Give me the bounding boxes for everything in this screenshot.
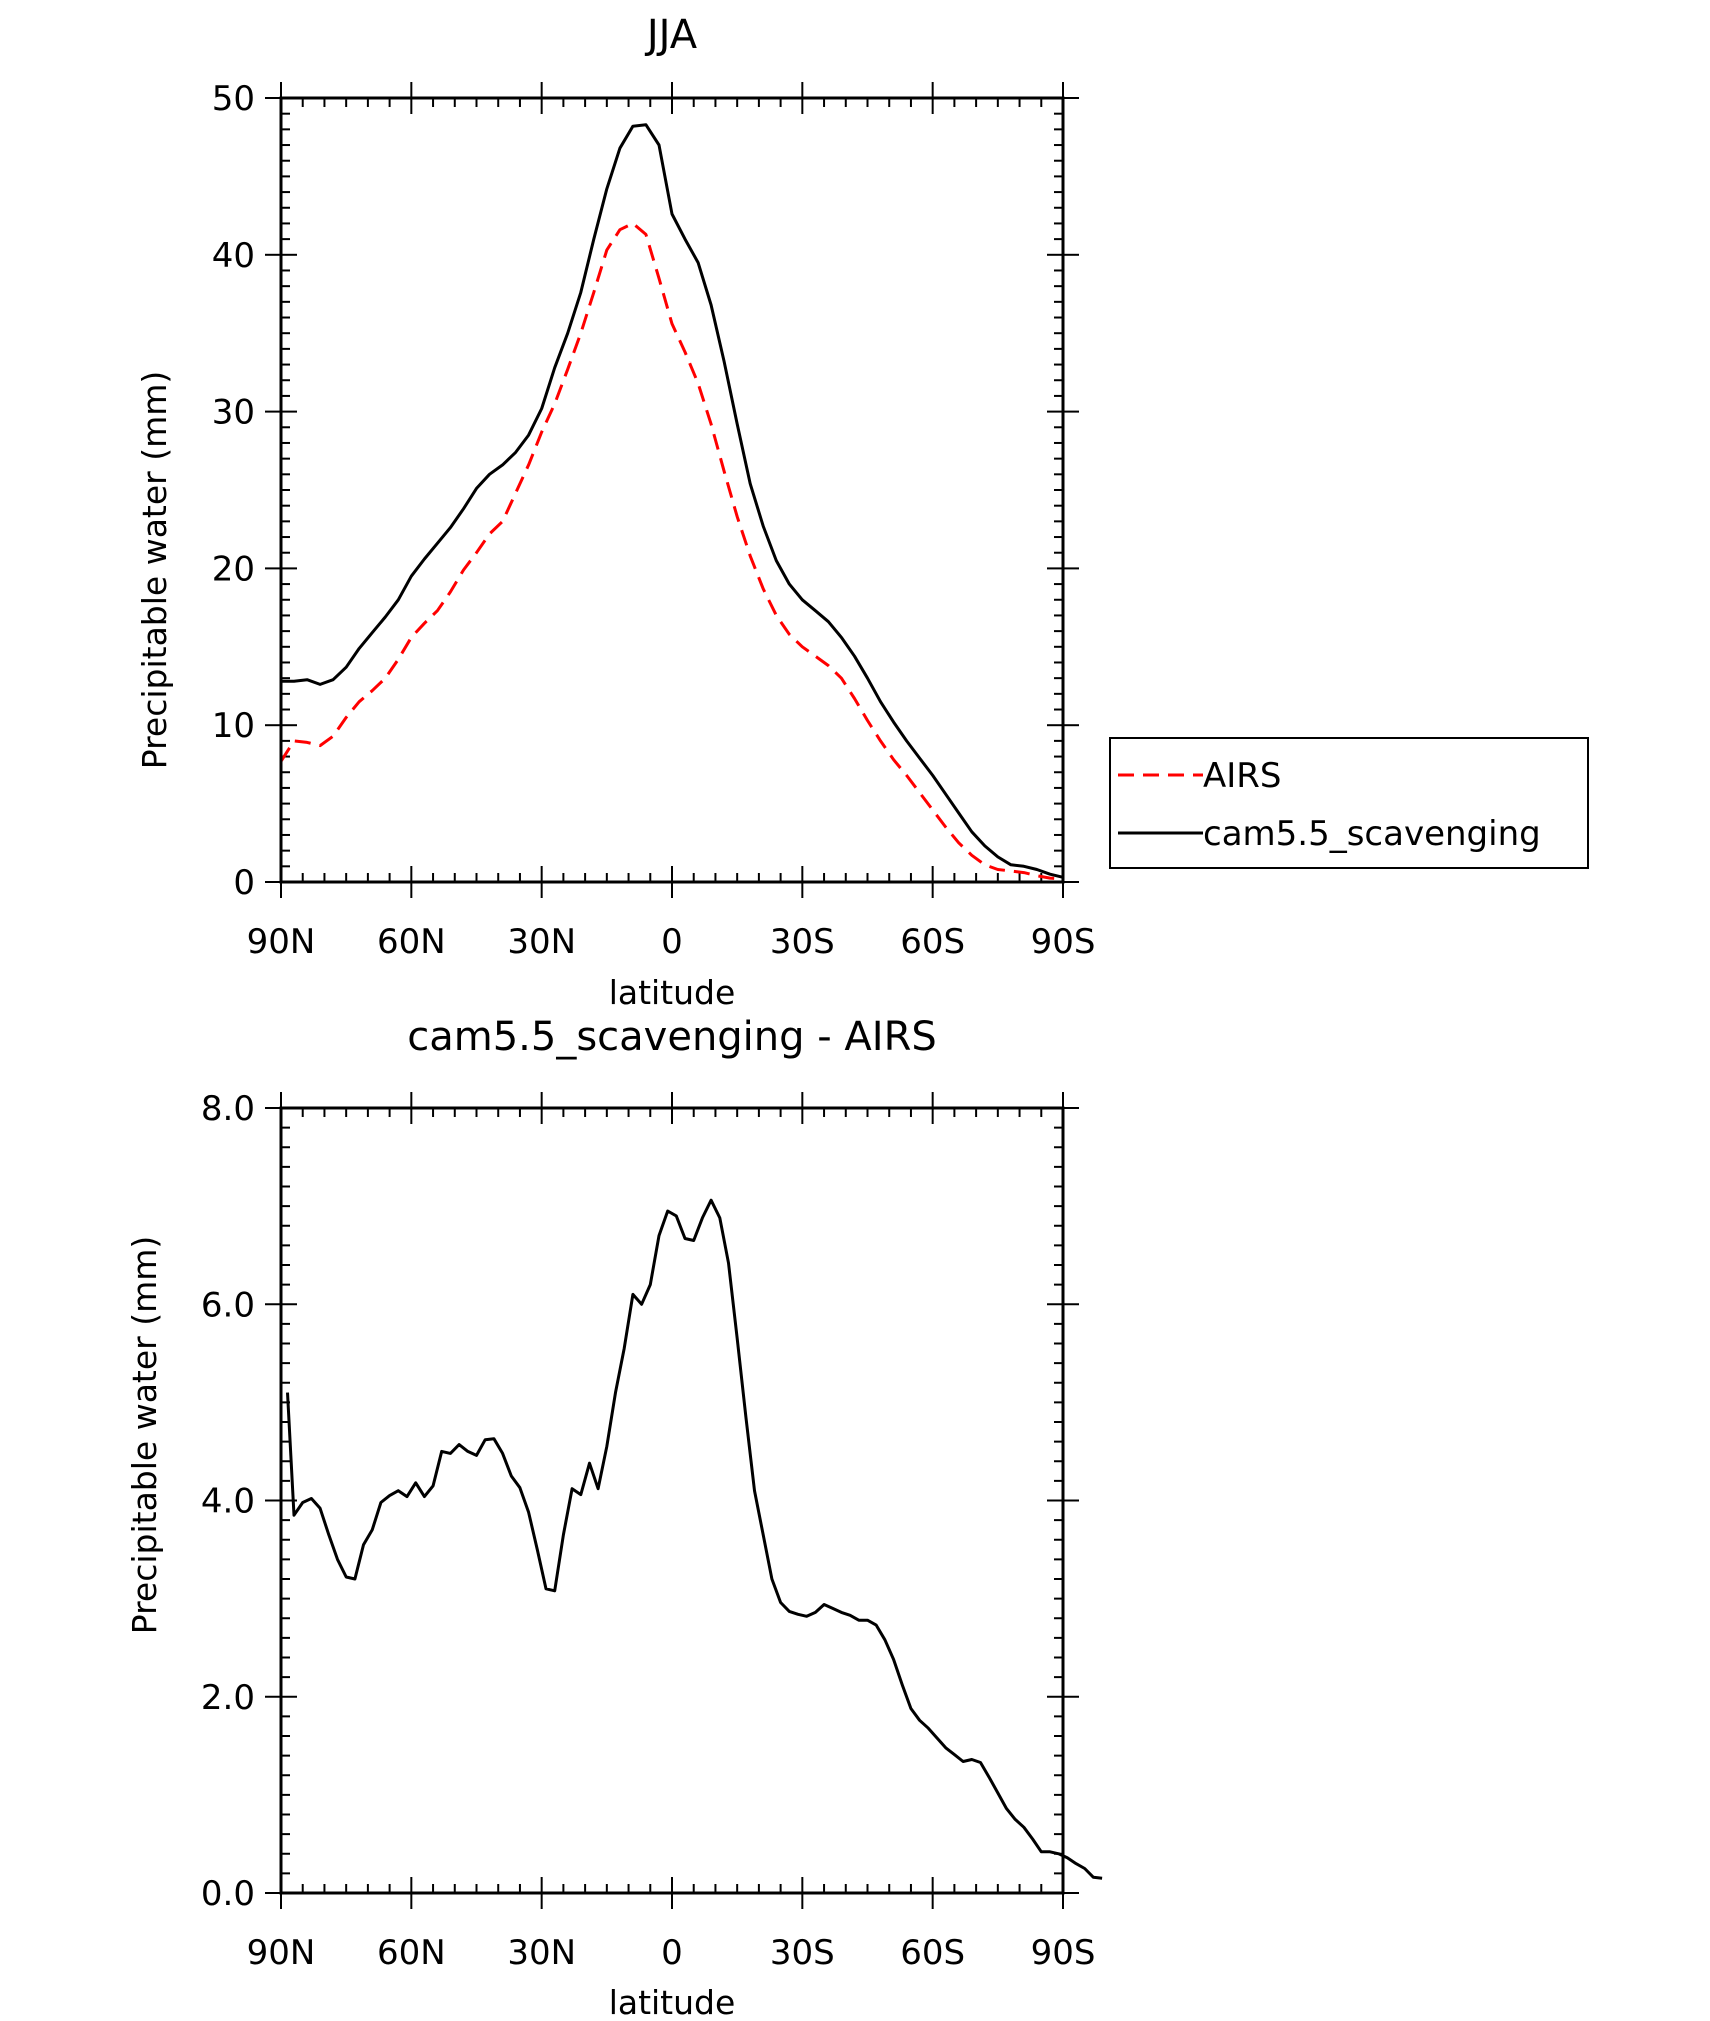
chart-title: cam5.5_scavenging - AIRS [407,1014,937,1060]
x-tick-label: 0 [661,922,683,962]
x-tick-label: 90S [1031,1933,1096,1973]
y-tick-label: 40 [212,236,255,276]
series-line-difference [286,1198,1103,1880]
legend-box [1109,737,1589,869]
x-tick-label: 90N [247,1933,316,1973]
chart-precipitable-water-jja: JJA 90N 60N 30N 0 30S 60S 90S 0 10 20 30 40 50 lati… [135,12,1589,1012]
chart-title: JJA [644,12,698,58]
legend: AIRS cam5.5_scavenging [1109,737,1589,869]
series-line-cam5-5-scavenging [281,123,1064,879]
y-axis-label: Precipitable water (mm) [135,371,174,770]
x-tick-label: 30S [770,922,835,962]
y-tick-labels: 0.0 2.0 4.0 6.0 8.0 [201,1089,255,1914]
plot-frame [279,1106,1065,1895]
x-tick-labels: 90N 60N 30N 0 30S 60S 90S [247,922,1096,962]
x-tick-label: 60S [900,1933,965,1973]
x-tick-label: 30S [770,1933,835,1973]
y-tick-label: 30 [212,393,255,433]
y-tick-labels: 0 10 20 30 40 50 [212,79,255,903]
y-tick-label: 4.0 [201,1482,255,1522]
x-tick-label: 60S [900,922,965,962]
plot-frame [279,96,1065,884]
y-tick-label: 0.0 [201,1874,255,1914]
y-tick-label: 0 [233,863,255,903]
x-tick-label: 90N [247,922,316,962]
legend-label-airs: AIRS [1203,756,1282,796]
y-tick-label: 8.0 [201,1089,255,1129]
series-group [279,123,1064,881]
x-tick-label: 30N [507,922,576,962]
y-tick-label: 2.0 [201,1678,255,1718]
x-axis-label: latitude [609,1983,736,2021]
chart-precipitable-water-difference: cam5.5_scavenging - AIRS 90N 60N 30N 0 30S 60… [125,1014,1103,2021]
series-group [286,1198,1103,1880]
x-tick-label: 0 [661,1933,683,1973]
y-tick-label: 50 [212,79,255,119]
x-tick-label: 90S [1031,922,1096,962]
tick-marks [265,82,1079,898]
x-tick-labels: 90N 60N 30N 0 30S 60S 90S [247,1933,1096,1973]
y-tick-label: 20 [212,549,255,589]
x-tick-label: 60N [377,1933,446,1973]
x-tick-label: 60N [377,922,446,962]
legend-label-cam: cam5.5_scavenging [1203,814,1541,854]
series-line-airs [279,221,1064,881]
y-tick-label: 10 [212,706,255,746]
x-tick-label: 30N [507,1933,576,1973]
y-tick-label: 6.0 [201,1285,255,1325]
x-axis-label: latitude [609,973,736,1012]
y-axis-label: Precipitable water (mm) [125,1236,164,1635]
